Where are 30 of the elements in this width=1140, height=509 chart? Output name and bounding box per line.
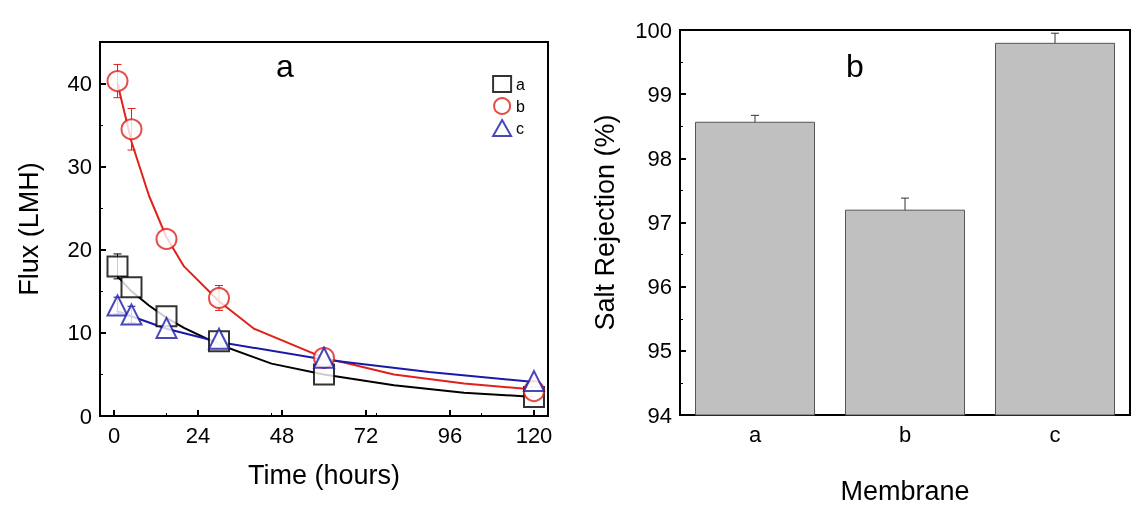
y-tick-label: 98: [647, 145, 672, 171]
annotation: a: [276, 48, 295, 84]
legend-label: a: [516, 75, 526, 93]
x-tick-label: 120: [515, 422, 553, 448]
y-tick-label: 40: [67, 71, 92, 97]
y-tick-label: 97: [647, 210, 672, 235]
x-tick-label: 0: [107, 422, 121, 448]
x-axis-title: Membrane: [840, 475, 970, 506]
y-axis-title: Salt Rejection (%): [589, 114, 620, 331]
y-tick-label: 96: [647, 274, 672, 300]
y-tick-label: 99: [647, 81, 672, 107]
y-tick-label: 20: [67, 237, 92, 263]
y-tick-label: 0: [79, 403, 92, 429]
x-axis-title: Time (hours): [247, 459, 401, 490]
x-tick-label: 24: [185, 422, 211, 448]
legend-label: b: [516, 97, 526, 115]
annotation: b: [846, 48, 864, 84]
y-tick-label: 95: [647, 338, 672, 364]
y-axis-title: Flux (LMH): [13, 162, 44, 296]
y-tick-label: 10: [67, 320, 92, 346]
x-tick-label: 72: [353, 422, 379, 448]
x-tick-label: c: [1049, 421, 1061, 447]
y-tick-label: 94: [647, 402, 672, 428]
y-tick-label: 30: [67, 154, 92, 180]
x-tick-label: a: [748, 421, 762, 447]
y-tick-label: 100: [635, 17, 672, 43]
x-tick-label: 48: [269, 422, 295, 448]
legend-label: c: [516, 119, 525, 137]
x-tick-label: 96: [437, 422, 463, 448]
x-tick-label: b: [898, 421, 912, 447]
